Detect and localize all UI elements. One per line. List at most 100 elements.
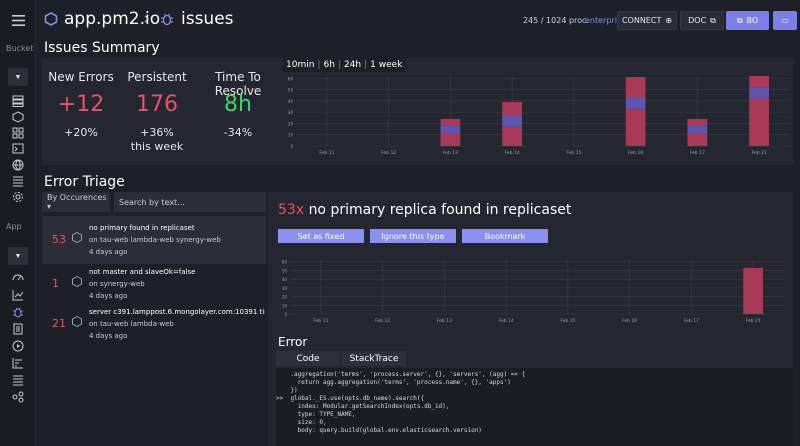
x-tick-label: Feb 21: [752, 150, 767, 156]
triage-list-panel: By Occurences ▾ 53 no primary found in r…: [42, 192, 266, 446]
tab-code[interactable]: Code: [276, 351, 340, 366]
menu-icon[interactable]: [11, 13, 25, 27]
bar-segment[interactable]: [502, 101, 523, 116]
bucket-selector[interactable]: ▼: [8, 68, 28, 86]
plan-badge[interactable]: enterprise: [585, 16, 627, 25]
code-line: body: query.build(global.env.elasticsear…: [276, 427, 482, 434]
hexagon-icon: [72, 316, 82, 327]
issue-count: 1: [52, 277, 59, 290]
range-24h[interactable]: 24h: [343, 60, 362, 70]
code-line: .aggregation('terms', 'process.server', …: [276, 371, 526, 378]
y-tick-label: 0: [284, 312, 287, 317]
persistent-sub: this week: [130, 140, 184, 153]
dashboard-icon[interactable]: [11, 270, 25, 284]
connect-button[interactable]: CONNECT ⊕: [617, 11, 677, 30]
issue-item[interactable]: 21 server c391.lamppost.6.mongolayer.com…: [42, 300, 266, 348]
external-link-icon: ⧉: [736, 15, 743, 25]
issue-item[interactable]: 53 no primary found in replicaset on tau…: [42, 216, 266, 264]
code-line: }): [276, 387, 298, 394]
doc-label: DOC: [688, 16, 707, 25]
server-icon[interactable]: [11, 94, 25, 108]
x-tick-label: Feb 16: [628, 150, 643, 156]
x-tick-label: Feb 13: [437, 318, 452, 324]
persistent-delta: +36%: [140, 126, 174, 139]
y-tick-label: 60: [282, 260, 288, 265]
x-tick-label: Feb 16: [622, 318, 637, 324]
issue-item[interactable]: 1 not master and slaveOk=false on synerg…: [42, 260, 266, 308]
terminal-icon[interactable]: [11, 142, 25, 156]
issue-title: server c391.lamppost.6.mongolayer.com:10…: [89, 308, 265, 316]
tab-stacktrace[interactable]: StackTrace: [342, 351, 406, 366]
bucket-label: Bucket: [6, 44, 34, 53]
list-icon-2[interactable]: [11, 373, 25, 387]
bar-segment[interactable]: [625, 77, 646, 98]
error-occurrences: 53x: [278, 202, 305, 218]
ttr-delta: -34%: [223, 126, 253, 139]
new-errors-delta: +20%: [64, 126, 98, 139]
range-6h[interactable]: 6h: [323, 60, 335, 70]
ignore-type-button[interactable]: Ignore this type: [370, 229, 456, 243]
bar-segment[interactable]: [749, 76, 770, 88]
bar-segment[interactable]: [749, 98, 770, 146]
cube-icon[interactable]: [11, 110, 25, 124]
persistent-label: Persistent: [127, 70, 187, 84]
y-tick-label: 40: [282, 277, 288, 282]
y-tick-label: 50: [288, 88, 294, 93]
play-icon[interactable]: [11, 339, 25, 353]
settings-icon[interactable]: [11, 190, 25, 204]
globe-icon[interactable]: [11, 158, 25, 172]
issue-title: no primary found in replicaset: [89, 224, 195, 232]
list-icon[interactable]: [11, 174, 25, 188]
bo-button[interactable]: ⧉ BO: [726, 11, 769, 30]
range-10min[interactable]: 10min: [286, 60, 315, 70]
y-tick-label: 40: [288, 99, 294, 104]
y-tick-label: 20: [288, 121, 294, 126]
bug-icon[interactable]: [11, 305, 25, 319]
bar-segment[interactable]: [743, 267, 764, 314]
bar-segment[interactable]: [687, 133, 708, 146]
bar-segment[interactable]: [440, 133, 461, 146]
bar-segment[interactable]: [502, 115, 523, 127]
issue-detail-panel: 53x no primary replica found in replicas…: [268, 192, 794, 446]
summary-panel: [42, 58, 794, 165]
range-1week[interactable]: 1 week: [370, 60, 403, 70]
x-tick-label: Feb 11: [319, 150, 334, 156]
bar-segment[interactable]: [687, 118, 708, 126]
share-icon[interactable]: [11, 390, 25, 404]
time-range-selector: 10min | 6h | 24h | 1 week: [283, 58, 406, 72]
search-input[interactable]: [114, 192, 266, 212]
bar-segment[interactable]: [625, 108, 646, 146]
sort-select[interactable]: By Occurences ▾: [42, 192, 110, 212]
issue-count: 53: [52, 233, 66, 246]
bar-segment[interactable]: [502, 126, 523, 146]
x-tick-label: Feb 14: [499, 318, 514, 324]
document-icon[interactable]: [11, 322, 25, 336]
hexagon-icon: [72, 232, 82, 243]
chart-icon[interactable]: [11, 288, 25, 302]
x-tick-label: Feb 11: [313, 318, 328, 324]
code-view: .aggregation('terms', 'process.server', …: [276, 368, 794, 446]
error-headline: 53x no primary replica found in replicas…: [278, 202, 571, 218]
bar-segment[interactable]: [440, 125, 461, 134]
ttr-label: Time To Resolve: [214, 70, 262, 98]
bar-segment[interactable]: [440, 118, 461, 126]
code-line: size: 0,: [276, 419, 327, 426]
y-tick-label: 20: [282, 295, 288, 300]
issues-bug-icon: [161, 13, 173, 26]
chat-button[interactable]: ▭: [773, 11, 797, 30]
app-selector[interactable]: ▼: [8, 247, 28, 265]
grid-icon[interactable]: [11, 126, 25, 140]
bar-segment[interactable]: [687, 125, 708, 134]
sort-icon[interactable]: [11, 356, 25, 370]
code-line: type: TYPE_NAME,: [276, 411, 356, 418]
brand-title[interactable]: app.pm2.io: [64, 9, 161, 29]
set-fixed-button[interactable]: Set as fixed: [278, 229, 364, 243]
bookmark-button[interactable]: Bookmark: [462, 229, 548, 243]
x-tick-label: Feb 17: [684, 318, 699, 324]
bar-segment[interactable]: [749, 87, 770, 99]
error-section-title: Error: [278, 335, 308, 349]
x-tick-label: Feb 12: [375, 318, 390, 324]
bar-segment[interactable]: [625, 97, 646, 109]
doc-button[interactable]: DOC ⧉: [680, 11, 724, 30]
